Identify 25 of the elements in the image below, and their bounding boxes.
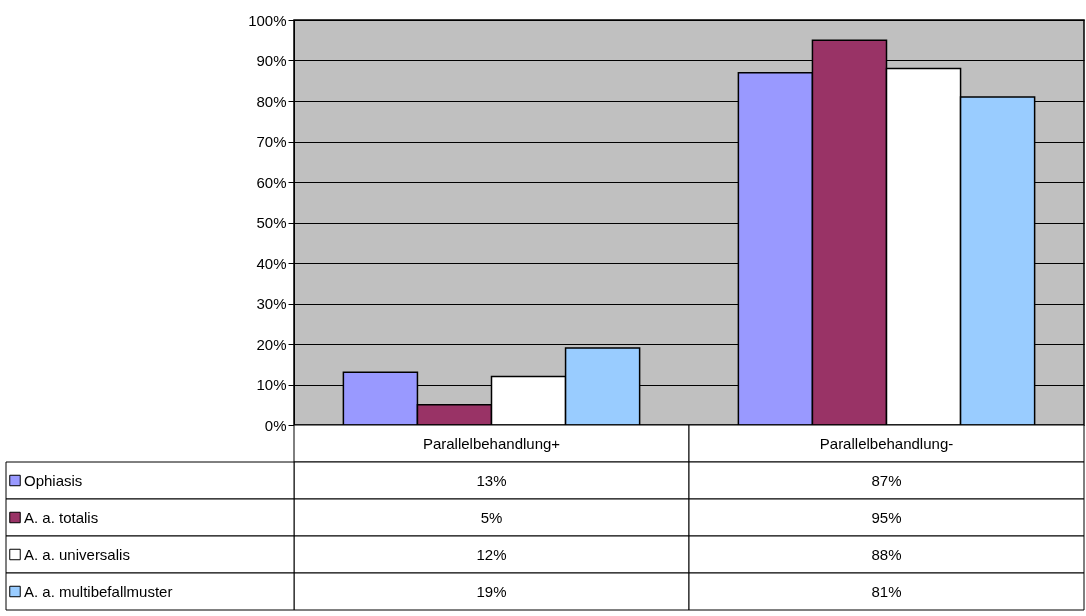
y-tick-label: 70% <box>256 133 287 150</box>
y-tick-label: 100% <box>248 11 287 29</box>
data-label: 81% <box>871 582 902 600</box>
y-tick-label: 0% <box>264 416 287 434</box>
y-tick-label: 50% <box>256 214 287 231</box>
y-tick-label: 90% <box>256 52 287 69</box>
legend-label: A. a. universalis <box>24 545 130 563</box>
legend-label: A. a. totalis <box>24 508 99 526</box>
data-label: 12% <box>476 545 507 563</box>
data-label: 95% <box>871 508 902 526</box>
x-tick-label: Parallelbehandlung+ <box>422 434 561 452</box>
y-tick-label: 80% <box>256 92 287 110</box>
legend-label: A. a. multibefallmuster <box>24 582 173 600</box>
y-tick-label: 30% <box>256 295 287 312</box>
data-label: 87% <box>871 471 902 489</box>
data-label: 19% <box>476 582 507 600</box>
y-tick-label: 20% <box>256 335 287 353</box>
y-tick-label: 60% <box>256 173 287 191</box>
legend-label: Ophiasis <box>24 471 83 489</box>
y-tick-label: 40% <box>256 254 287 272</box>
data-label: 88% <box>871 545 902 563</box>
y-tick-label: 10% <box>256 376 287 393</box>
data-label: 13% <box>476 471 507 489</box>
data-label: 5% <box>480 508 503 526</box>
x-tick-label: Parallelbehandlung- <box>819 434 954 452</box>
